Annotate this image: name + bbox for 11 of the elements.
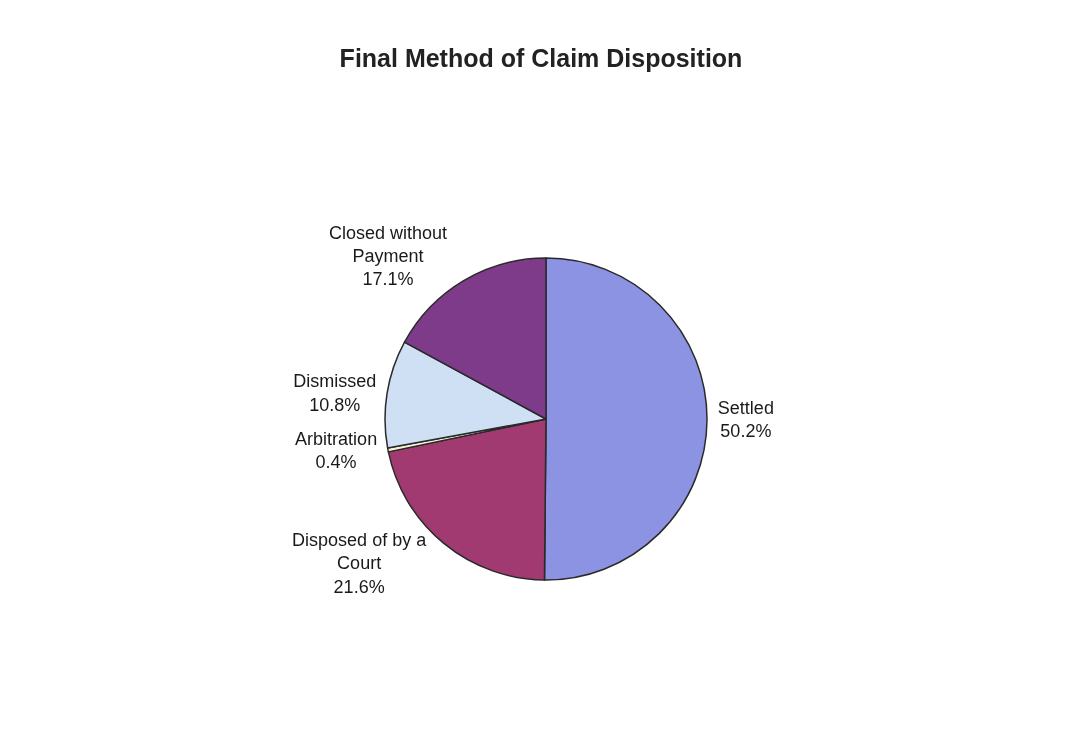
- slice-label: Disposed of by a Court: [292, 530, 428, 574]
- data-label: 10.8%: [309, 394, 361, 415]
- data-label: 50.2%: [720, 421, 772, 442]
- data-label: 17.1%: [362, 269, 414, 290]
- slice-label: Settled: [717, 398, 774, 419]
- slice-label: Closed without Payment: [328, 222, 447, 266]
- data-label: 0.4%: [315, 452, 357, 473]
- slice-label: Dismissed: [293, 371, 377, 392]
- data-label: 21.6%: [333, 576, 385, 597]
- slice-label: Arbitration: [295, 428, 378, 449]
- chart-title: Final Method of Claim Disposition: [339, 43, 743, 72]
